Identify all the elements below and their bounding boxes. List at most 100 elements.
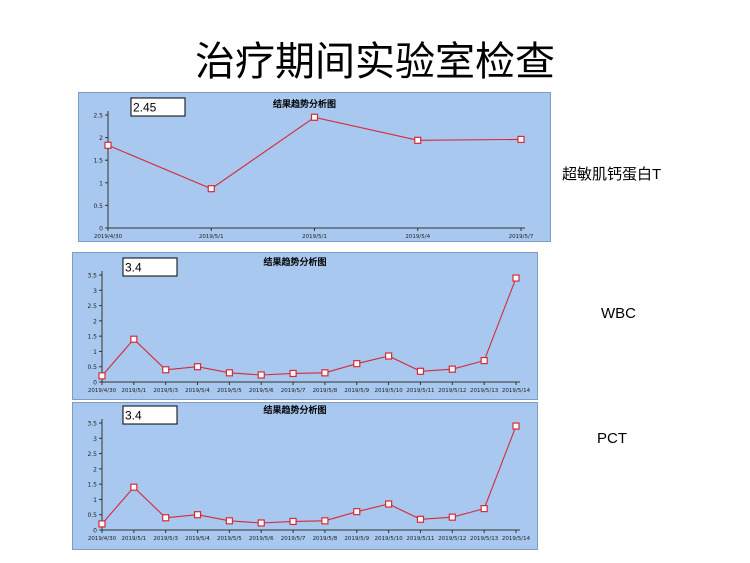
y-tick-label: 0.5 [87,364,97,371]
x-tick-label: 2019/5/6 [249,388,274,394]
data-point [321,369,329,377]
data-point [385,500,393,508]
chart-frame [78,92,551,242]
chart-title: 结果趋势分析图 [263,404,326,416]
x-tick-label: 2019/5/7 [281,388,306,394]
x-tick-label: 2019/5/14 [502,388,531,394]
y-tick-label: 1 [93,497,97,504]
x-tick-label: 2019/5/11 [406,536,434,542]
chart-title: 结果趋势分析图 [273,98,336,110]
data-point [130,335,138,343]
y-tick-label: 3 [93,288,97,295]
y-tick-label: 1 [93,349,97,356]
chart-background [72,252,538,400]
data-point [225,517,233,525]
trend-chart-wbc: 结果趋势分析图 3.4 0 0.5 1 1.5 2 2.5 3 3.5 2019/4/30 2019/… [72,252,538,400]
y-tick-label: 1 [99,180,103,187]
x-tick-label: 2019/5/1 [302,234,327,240]
data-point [130,483,138,491]
y-tick-label: 2.5 [87,451,97,458]
data-point [512,422,520,430]
x-tick-label: 2019/5/1 [199,234,224,240]
series-line [101,277,517,377]
chart-svg: 结果趋势分析图 3.4 0 0.5 1 1.5 2 2.5 3 3.5 2019/4/30 2019/… [72,252,538,400]
x-tick-label: 2019/5/3 [153,536,178,542]
x-tick-label: 2019/5/12 [438,388,466,394]
chart-title: 结果趋势分析图 [263,256,326,268]
x-tick-label: 2019/5/13 [470,536,499,542]
x-tick-label: 2019/5/8 [313,536,338,542]
x-tick-label: 2019/5/6 [249,536,274,542]
data-point [414,136,422,144]
label-wbc: WBC [601,305,636,322]
trend-chart-pct: 结果趋势分析图 3.4 0 0.5 1 1.5 2 2.5 3 3.5 2019/4/30 2019/… [72,402,538,550]
x-tick-label: 2019/5/3 [153,388,178,394]
value-readout-box [122,257,178,277]
chart-frame [72,252,538,400]
data-point [193,363,202,371]
data-point [416,515,425,523]
data-point [512,274,520,282]
label-pct: PCT [597,430,627,447]
x-tick-label: 2019/4/30 [88,536,117,542]
y-tick-label: 0.5 [93,203,103,210]
x-tick-label: 2019/5/1 [121,536,146,542]
x-tick-label: 2019/5/5 [217,536,242,542]
x-tick-label: 2019/5/8 [313,388,338,394]
data-point [98,372,106,380]
data-point [225,369,233,377]
label-troponin-t: 超敏肌钙蛋白T [562,166,662,183]
y-tick-label: 2 [93,466,97,473]
data-point [385,352,393,360]
y-tick-label: 3 [93,436,97,443]
chart-svg: 结果趋势分析图 3.4 0 0.5 1 1.5 2 2.5 3 3.5 2019/4/30 2019/… [72,402,538,550]
x-tick-label: 2019/5/12 [438,536,466,542]
y-tick-label: 3.5 [87,421,97,428]
value-readout-box [130,97,186,117]
x-tick-label: 2019/5/11 [406,388,434,394]
y-tick-label: 1.5 [87,334,97,341]
slide-title: 治疗期间实验室检查 [195,39,555,85]
value-readout: 3.4 [125,409,142,423]
value-readout: 3.4 [125,261,142,275]
x-tick-label: 2019/5/14 [502,536,531,542]
data-point [162,366,170,374]
chart-svg: 结果趋势分析图 2.45 0 0.5 1 1.5 2 2.5 2019/4/30 2019/5/1… [78,92,551,242]
value-readout-box [122,405,178,425]
y-tick-label: 2.5 [93,113,103,120]
x-tick-label: 2019/4/30 [88,388,117,394]
x-tick-label: 2019/5/5 [217,388,242,394]
x-tick-label: 2019/5/9 [344,388,369,394]
data-point [480,356,488,365]
x-tick-label: 2019/5/4 [405,234,430,240]
y-tick-label: 2 [93,318,97,325]
x-tick-label: 2019/5/13 [470,388,499,394]
y-tick-label: 1.5 [87,482,97,489]
data-point [517,135,525,144]
y-tick-label: 0 [93,380,97,387]
x-tick-label: 2019/5/9 [344,536,369,542]
data-point [353,508,361,516]
series-line [101,425,517,525]
data-point [448,365,456,373]
y-tick-label: 0.5 [87,512,97,519]
x-tick-label: 2019/5/7 [281,536,306,542]
data-point [353,360,361,368]
data-point [162,514,170,522]
data-point [257,519,265,527]
x-tick-label: 2019/5/4 [185,388,210,394]
y-tick-label: 0 [93,528,97,535]
y-tick-label: 2.5 [87,303,97,310]
chart-frame [72,402,538,550]
x-tick-label: 2019/5/7 [509,234,534,240]
data-point [289,369,297,378]
data-point [98,520,106,528]
value-readout: 2.45 [133,101,157,115]
data-point [448,513,456,521]
x-tick-label: 2019/5/10 [375,536,404,542]
data-point [104,141,112,149]
data-point [207,185,215,193]
data-point [193,511,202,519]
data-point [321,517,329,525]
data-point [289,517,297,526]
